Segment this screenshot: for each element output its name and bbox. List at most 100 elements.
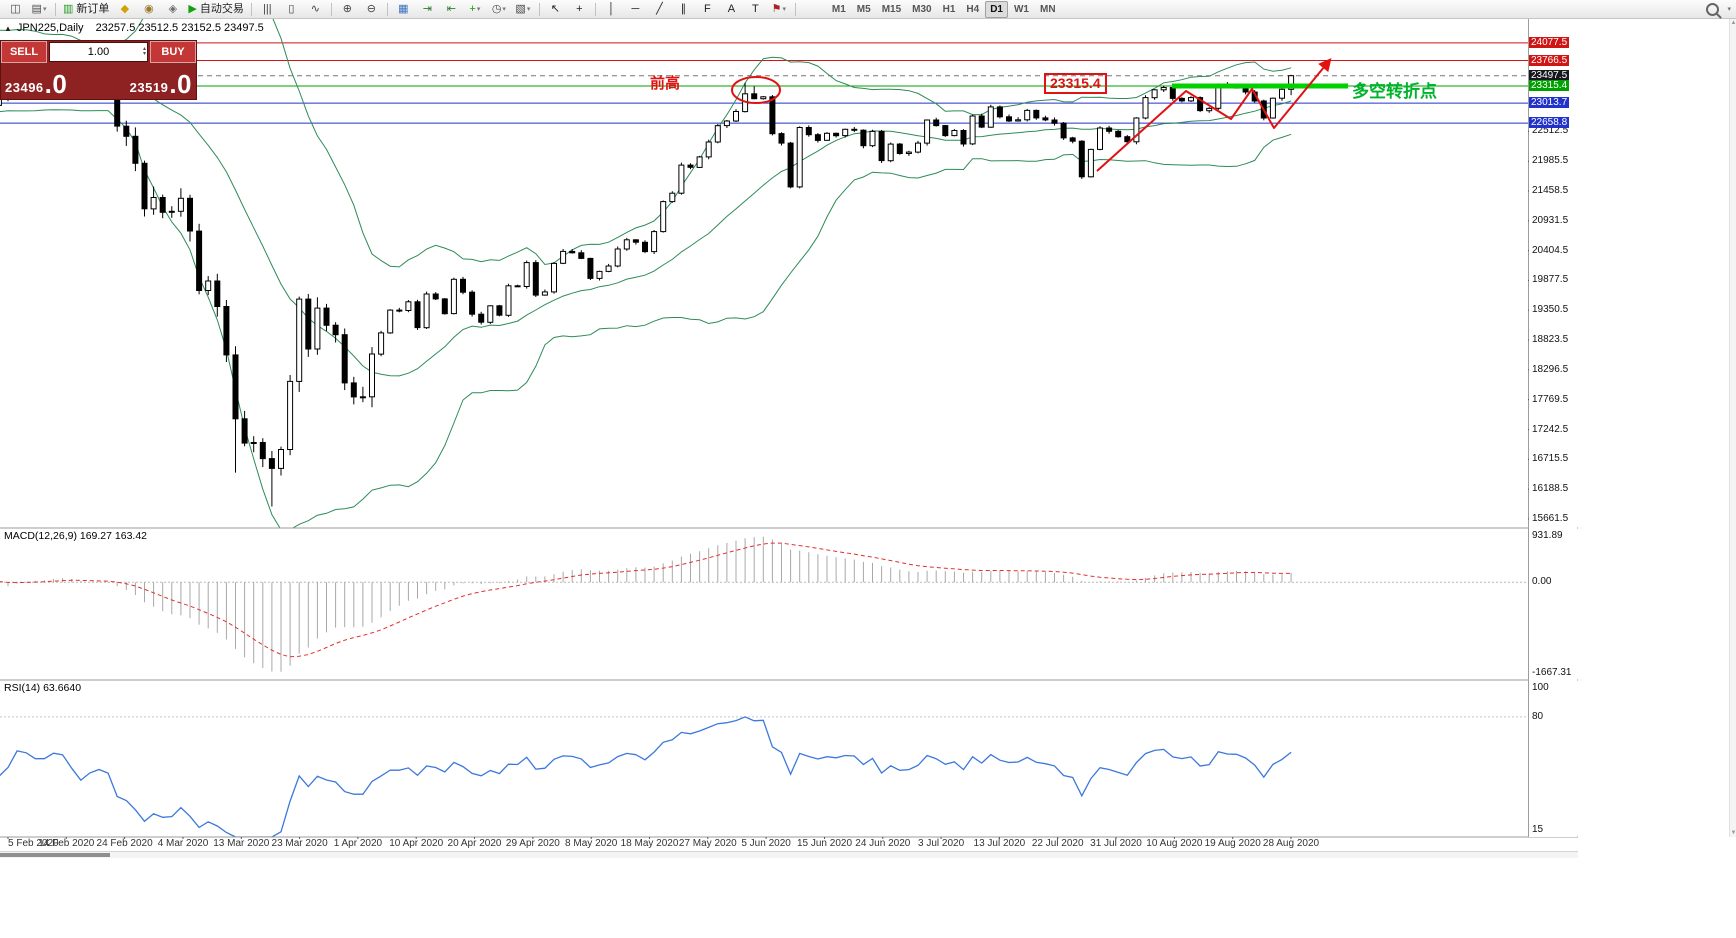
date-axis-label: 1 Apr 2020 (333, 838, 383, 849)
autoscroll-icon-glyph: ⇥ (422, 2, 432, 15)
grid-icon[interactable]: ▦ (392, 0, 415, 18)
buy-price-big: .0 (169, 69, 192, 99)
price-axis-label: 21458.5 (1532, 185, 1569, 196)
autoscroll-icon[interactable]: ⇥ (416, 0, 439, 18)
bar-chart-type-icon[interactable]: ||| (256, 0, 279, 18)
horizontal-scrollbar[interactable] (0, 851, 1578, 858)
profiles-icon[interactable]: ▤ ▾ (28, 0, 51, 18)
trendline-icon[interactable]: ╱ (648, 0, 671, 18)
bar-chart-type-icon-glyph: ||| (263, 2, 272, 15)
volume-spinner[interactable]: ▴ ▾ (143, 44, 146, 60)
price-axis-label: 19350.5 (1532, 304, 1569, 316)
timeframe-d1[interactable]: D1 (985, 0, 1008, 18)
text-icon-glyph: A (727, 2, 736, 15)
timeframe-h4[interactable]: H4 (966, 3, 980, 15)
date-axis-label: 14 Feb 2020 (38, 838, 95, 849)
vertical-scrollbar[interactable]: ▲ ▼ (1729, 19, 1736, 837)
zoom-in-icon[interactable]: ⊕ (336, 0, 359, 18)
candlestick-type-icon[interactable]: ▯ (280, 0, 303, 18)
spinner-down-icon[interactable]: ▾ (142, 51, 146, 57)
annotation-price-box[interactable]: 23315.4 (1044, 73, 1107, 94)
strategy-tester-icon-glyph: ◈ (168, 2, 178, 15)
line-chart-type-icon[interactable]: ∿ (304, 0, 327, 18)
price-axis-label: 15661.5 (1532, 512, 1569, 524)
price-axis-label: 20404.5 (1532, 244, 1569, 256)
volume-input[interactable]: 1.00 ▴ ▾ (49, 42, 148, 62)
periods-icon[interactable]: ◷ ▾ (488, 0, 511, 18)
collapse-icon[interactable]: ▲ (4, 24, 12, 33)
chevron-down-icon[interactable]: ▾ (502, 5, 506, 13)
autotrade-button[interactable]: ▶ 自动交易 (185, 0, 246, 18)
scroll-up-icon[interactable]: ▲ (1730, 20, 1736, 26)
zoom-out-icon[interactable]: ⊖ (360, 0, 383, 18)
volume-value: 1.00 (87, 46, 110, 58)
templates-icon[interactable]: ▧ ▾ (512, 0, 535, 18)
new-order-button[interactable]: ▥ 新订单 (60, 0, 112, 18)
macd-axis-label: 931.89 (1532, 530, 1563, 541)
timeframe-h1[interactable]: H1 (942, 3, 956, 15)
chevron-down-icon[interactable]: ▾ (526, 5, 531, 13)
annotation-prev-high[interactable]: 前高 (650, 75, 681, 92)
macd-axis-label: 0.00 (1532, 576, 1552, 588)
arrows-icon[interactable]: ⚑ ▾ (768, 0, 791, 18)
chart-window-icon-glyph: ◫ (10, 2, 21, 15)
chevron-down-icon[interactable]: ▾ (782, 5, 787, 13)
date-axis-label: 13 Mar 2020 (213, 838, 270, 849)
sell-button[interactable]: SELL (1, 41, 47, 63)
chevron-down-icon[interactable]: ▾ (476, 5, 481, 13)
date-axis-label: 5 Feb 2020 (8, 838, 59, 849)
chart-shift-icon[interactable]: ⇤ (440, 0, 463, 18)
cursor-icon[interactable]: ↖ (544, 0, 567, 18)
fibonacci-icon[interactable]: F (696, 0, 719, 18)
buy-button[interactable]: BUY (150, 41, 196, 63)
macd-axis-label: -1667.31 (1532, 666, 1572, 678)
text-icon[interactable]: A (720, 0, 743, 18)
toolbar-separator (386, 2, 388, 16)
indicators-icon[interactable]: + ▾ (464, 0, 487, 18)
symbol-title: JPN225,Daily (16, 22, 84, 34)
horizontal-line-icon-glyph: ─ (631, 2, 640, 15)
data-window-icon[interactable]: ◉ (137, 0, 160, 18)
spinner-up-icon[interactable]: ▴ (142, 46, 146, 52)
date-axis-label: 15 Jun 2020 (796, 838, 853, 849)
timeframe-mn[interactable]: MN (1039, 3, 1056, 15)
price-axis[interactable]: 22512.5 21985.5 21458.5 20931.5 20404.5 19877… (1529, 19, 1577, 837)
toolbar-overflow-caret[interactable]: ▾ (1727, 6, 1731, 13)
metaeditor-icon[interactable]: ◆ (113, 0, 136, 18)
strategy-tester-icon[interactable]: ◈ (161, 0, 184, 18)
scrollbar-thumb[interactable] (0, 853, 110, 857)
timeframe-m5[interactable]: M5 (856, 3, 871, 15)
date-axis[interactable]: 5 Feb 2020 14 Feb 2020 24 Feb 2020 4 Mar 20… (0, 837, 1578, 850)
channel-icon[interactable]: ∥ (672, 0, 695, 18)
timeframe-m15[interactable]: M15 (881, 3, 902, 15)
date-axis-label: 24 Jun 2020 (855, 838, 911, 849)
date-axis-label: 29 Apr 2020 (505, 838, 560, 849)
timeframe-m1[interactable]: M1 (831, 3, 846, 15)
timeframe-w1[interactable]: W1 (1013, 3, 1029, 15)
price-line-label: 23766.5 (1529, 54, 1570, 66)
buy-price[interactable]: 23519.0 (130, 69, 192, 99)
price-line-label: 23497.5 (1529, 69, 1570, 81)
trade-prices-row: 23496.0 23519.0 (1, 63, 196, 99)
grid-icon-glyph: ▦ (398, 2, 409, 15)
timeframe-m30[interactable]: M30 (912, 3, 932, 15)
annotation-turning-point[interactable]: 多空转折点 (1352, 82, 1437, 101)
chart-title-bar: ▲ JPN225,Daily 23257.5 23512.5 23152.5 234… (4, 22, 264, 34)
chart-canvas[interactable] (0, 19, 1578, 839)
one-click-trading-panel: SELL 1.00 ▴ ▾ BUY 23496.0 23519.0 (0, 40, 197, 100)
price-axis-label: 18296.5 (1532, 363, 1569, 375)
date-axis-label: 10 Apr 2020 (389, 838, 444, 849)
crosshair-icon[interactable]: + (568, 0, 591, 18)
search-icon[interactable] (1706, 2, 1720, 16)
horizontal-line-icon[interactable]: ─ (624, 0, 647, 18)
rsi-axis-label: 80 (1532, 710, 1544, 722)
date-axis-label: 8 May 2020 (565, 838, 618, 849)
sell-price[interactable]: 23496.0 (5, 71, 67, 97)
date-axis-label: 31 Jul 2020 (1090, 838, 1142, 849)
toolbar-separator (250, 2, 252, 16)
scroll-down-icon[interactable]: ▼ (1730, 830, 1736, 836)
vertical-line-icon[interactable]: │ (600, 0, 623, 18)
text-label-icon[interactable]: T (744, 0, 767, 18)
chart-window-icon[interactable]: ◫ (4, 0, 27, 18)
chevron-down-icon[interactable]: ▾ (42, 5, 47, 13)
